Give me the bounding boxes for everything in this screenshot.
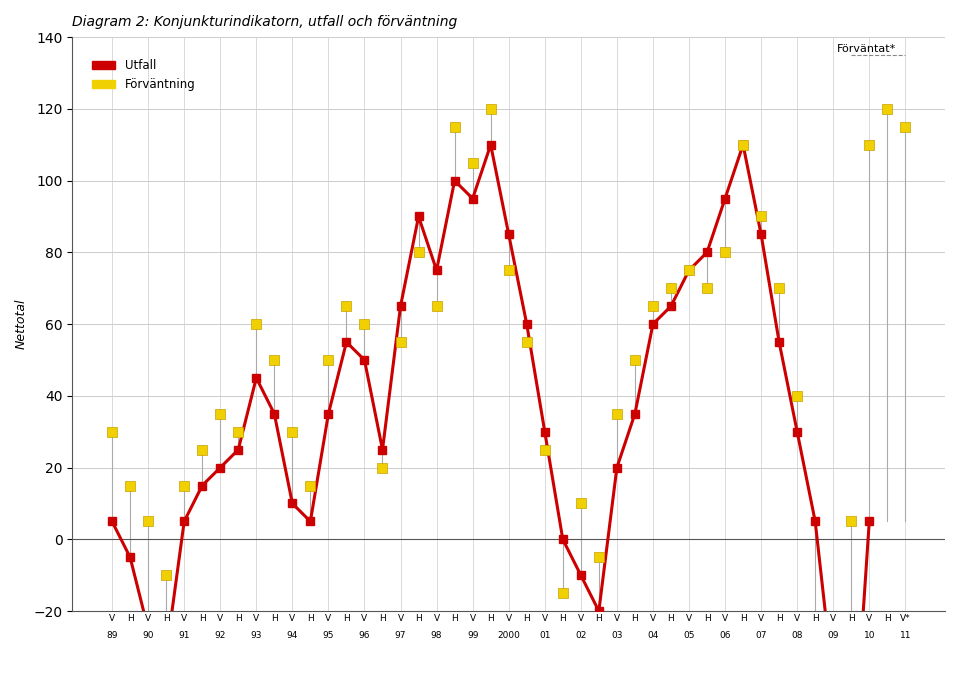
Point — [249, 318, 264, 329]
Point — [123, 480, 138, 491]
Point — [519, 336, 535, 347]
Point — [627, 354, 642, 365]
Point — [105, 426, 120, 438]
Point — [699, 282, 714, 294]
Text: Förväntat*: Förväntat* — [837, 44, 897, 54]
Point — [302, 480, 318, 491]
Point — [465, 157, 480, 168]
Point — [717, 247, 732, 258]
Point — [374, 462, 390, 473]
Point — [537, 444, 552, 455]
Point — [645, 300, 660, 311]
Point — [230, 426, 246, 438]
Point — [754, 211, 769, 222]
Point — [682, 265, 697, 276]
Point — [177, 480, 192, 491]
Point — [735, 139, 751, 150]
Point — [393, 336, 408, 347]
Point — [321, 354, 336, 365]
Point — [844, 516, 859, 527]
Point — [429, 300, 444, 311]
Point — [789, 391, 804, 402]
Point — [898, 121, 913, 132]
Point — [285, 426, 300, 438]
Legend: Utfall, Förväntning: Utfall, Förväntning — [87, 54, 201, 96]
Point — [483, 103, 498, 114]
Point — [610, 409, 625, 420]
Point — [501, 265, 516, 276]
Point — [772, 282, 787, 294]
Point — [158, 570, 174, 581]
Y-axis label: Nettotal: Nettotal — [15, 299, 28, 349]
Point — [555, 588, 570, 599]
Point — [861, 139, 876, 150]
Point — [140, 516, 156, 527]
Point — [339, 300, 354, 311]
Point — [212, 409, 228, 420]
Point — [591, 552, 607, 563]
Text: Diagram 2: Konjunkturindikatorn, utfall och förväntning: Diagram 2: Konjunkturindikatorn, utfall … — [72, 15, 458, 29]
Point — [879, 103, 895, 114]
Point — [357, 318, 372, 329]
Point — [411, 247, 426, 258]
Point — [663, 282, 679, 294]
Point — [573, 498, 588, 509]
Point — [447, 121, 463, 132]
Point — [267, 354, 282, 365]
Point — [195, 444, 210, 455]
Point — [807, 624, 823, 635]
